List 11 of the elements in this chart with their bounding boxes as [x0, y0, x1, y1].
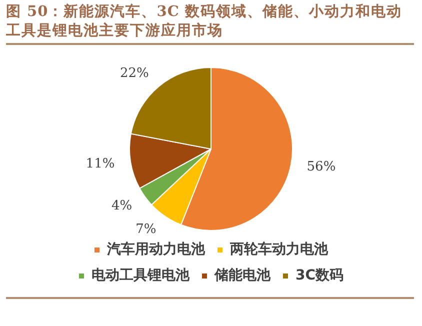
data-label: 11% — [86, 156, 115, 172]
legend-label: 储能电池 — [213, 268, 272, 284]
data-label: 4% — [111, 198, 132, 214]
data-label: 22% — [120, 66, 149, 82]
data-label: 7% — [136, 222, 156, 238]
data-label: 56% — [306, 160, 336, 175]
legend-label: 3C数码 — [295, 268, 344, 284]
legend-label: 电动工具锂电池 — [91, 268, 190, 284]
legend-label: 汽车用动力电池 — [106, 240, 206, 258]
legend-label: 两轮车动力电池 — [229, 240, 329, 258]
chart-title: 图 50：新能源汽车、3C 数码领域、储能、小动力和电动工具是锂电池主要下游应用市场 — [6, 2, 414, 45]
